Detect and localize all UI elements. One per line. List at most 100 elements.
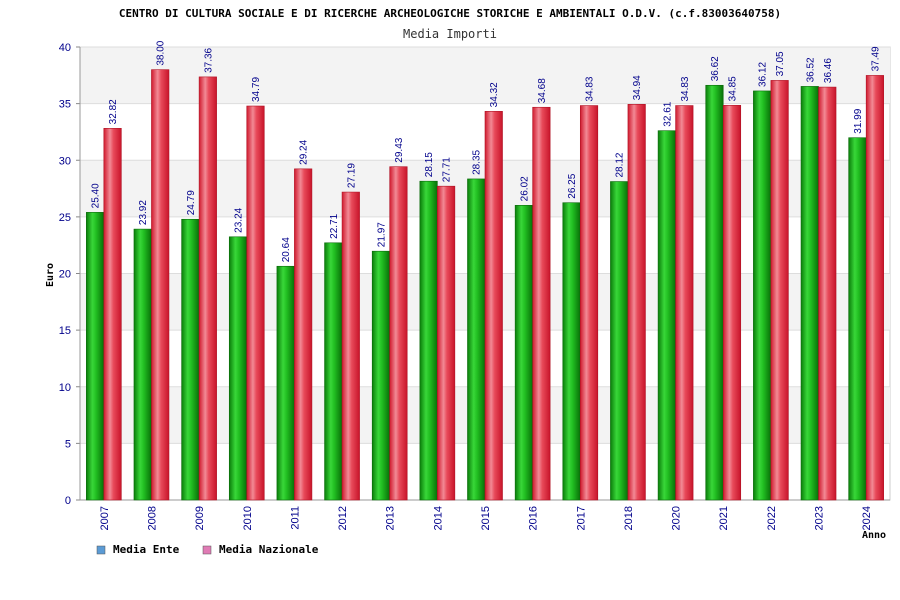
x-tick-label-2012: 2012 [337,506,349,530]
value-label-media-ente-2017: 26.25 [567,173,578,198]
x-tick-label-2009: 2009 [194,506,206,530]
bar-media-nazionale-2012 [341,191,360,501]
bar-media-ente-2021 [705,84,724,501]
bar-media-ente-2016 [514,205,533,501]
y-tick-label: 20 [59,269,71,281]
value-label-media-nazionale-2020: 34.83 [680,76,691,101]
value-label-media-ente-2020: 32.61 [662,101,673,126]
value-label-media-ente-2014: 28.15 [424,152,435,177]
bar-media-nazionale-2008 [151,69,170,501]
bar-media-nazionale-2018 [627,104,646,501]
value-label-media-nazionale-2015: 34.32 [489,82,500,107]
value-label-media-nazionale-2018: 34.94 [632,75,643,100]
bar-media-ente-2023 [800,86,819,501]
value-label-media-nazionale-2012: 27.19 [346,163,357,188]
value-label-media-ente-2010: 23.24 [234,207,245,232]
legend-label-media-nazionale: Media Nazionale [219,543,319,556]
x-tick-label-2011: 2011 [289,506,301,530]
y-tick-label: 25 [59,212,71,224]
bar-media-nazionale-2007 [103,128,122,501]
value-label-media-nazionale-2008: 38.00 [156,40,167,65]
value-label-media-ente-2013: 21.97 [376,222,387,247]
value-label-media-nazionale-2023: 36.46 [823,58,834,83]
x-tick-label-2018: 2018 [623,506,635,530]
x-axis-label: Anno [862,530,886,541]
bar-media-nazionale-2010 [246,105,265,501]
value-label-media-ente-2018: 28.12 [615,152,626,177]
value-label-media-nazionale-2021: 34.85 [727,76,738,101]
bar-media-nazionale-2021 [722,105,742,501]
value-label-media-nazionale-2017: 34.83 [585,76,596,101]
chart-subtitle: Media Importi [403,27,497,41]
bar-media-ente-2015 [467,178,486,501]
x-axis-ticks: 2007 2008 2009 2010 2011 2012 2013 2014 2015 2016… [99,506,873,530]
x-tick-label-2022: 2022 [766,506,778,530]
value-label-media-ente-2016: 26.02 [519,176,530,201]
value-label-media-nazionale-2024: 37.49 [870,46,881,71]
y-tick-label: 35 [59,99,71,111]
y-tick-label: 5 [65,438,71,450]
bar-media-ente-2009 [181,218,200,501]
bar-media-ente-2017 [562,202,581,501]
y-tick-label: 10 [59,382,71,394]
legend-swatch-media-nazionale [202,545,212,555]
x-tick-label-2015: 2015 [480,506,492,530]
value-label-media-ente-2023: 36.52 [805,57,816,82]
value-labels: 25.40 32.82 23.92 38.00 24.79 37.36 23.24 34.79… [91,40,882,262]
bar-media-ente-2011 [276,265,295,501]
bar-media-ente-2022 [753,90,772,501]
value-label-media-ente-2011: 20.64 [281,237,292,262]
value-label-media-nazionale-2011: 29.24 [299,139,310,164]
x-tick-label-2013: 2013 [385,506,397,530]
bar-media-ente-2012 [324,242,343,501]
x-tick-label-2017: 2017 [575,506,587,530]
bar-media-nazionale-2023 [818,86,837,501]
value-label-media-ente-2008: 23.92 [138,200,149,225]
legend-swatch-media-ente [96,545,106,555]
bar-media-nazionale-2009 [198,76,217,501]
legend-label-media-ente: Media Ente [113,543,180,556]
bar-media-nazionale-2015 [484,111,503,501]
x-tick-label-2024: 2024 [861,506,873,530]
y-tick-label: 15 [59,325,71,337]
bar-media-ente-2007 [86,212,105,501]
value-label-media-ente-2024: 31.99 [853,108,864,133]
y-tick-label: 40 [59,42,71,54]
bars [86,69,884,501]
bar-media-ente-2024 [848,137,867,501]
bar-media-nazionale-2017 [579,105,599,501]
bar-media-ente-2020 [657,130,676,501]
legend: Media Ente Media Nazionale [96,543,319,556]
value-label-media-nazionale-2009: 37.36 [203,47,214,72]
x-tick-label-2020: 2020 [671,506,683,530]
y-tick-label: 30 [59,155,71,167]
bar-media-nazionale-2014 [437,185,456,501]
x-tick-label-2007: 2007 [99,506,111,530]
x-tick-label-2021: 2021 [718,506,730,530]
x-tick-label-2014: 2014 [432,506,444,530]
value-label-media-nazionale-2007: 32.82 [108,99,119,124]
bar-media-ente-2013 [371,250,391,501]
value-label-media-nazionale-2013: 29.43 [394,137,405,162]
bar-media-ente-2010 [228,236,248,501]
bar-media-nazionale-2020 [675,105,694,501]
value-label-media-nazionale-2022: 37.05 [775,51,786,76]
value-label-media-ente-2007: 25.40 [91,183,102,208]
value-label-media-nazionale-2010: 34.79 [251,77,262,102]
x-tick-label-2008: 2008 [146,506,158,530]
value-label-media-ente-2021: 36.62 [710,56,721,81]
bar-media-nazionale-2024 [865,75,884,501]
bar-media-nazionale-2013 [389,166,408,501]
chart-title: CENTRO DI CULTURA SOCIALE E DI RICERCHE … [119,7,781,20]
y-axis-label: Euro [45,263,56,287]
value-label-media-nazionale-2014: 27.71 [442,157,453,182]
value-label-media-ente-2012: 22.71 [329,213,340,238]
bar-media-ente-2014 [419,180,438,501]
bar-media-ente-2008 [133,228,152,501]
value-label-media-ente-2015: 28.35 [472,149,483,174]
value-label-media-nazionale-2016: 34.68 [537,78,548,103]
value-label-media-ente-2022: 36.12 [758,61,769,86]
bar-media-nazionale-2011 [294,168,313,501]
bar-media-ente-2018 [610,181,629,501]
value-label-media-ente-2009: 24.79 [186,190,197,215]
